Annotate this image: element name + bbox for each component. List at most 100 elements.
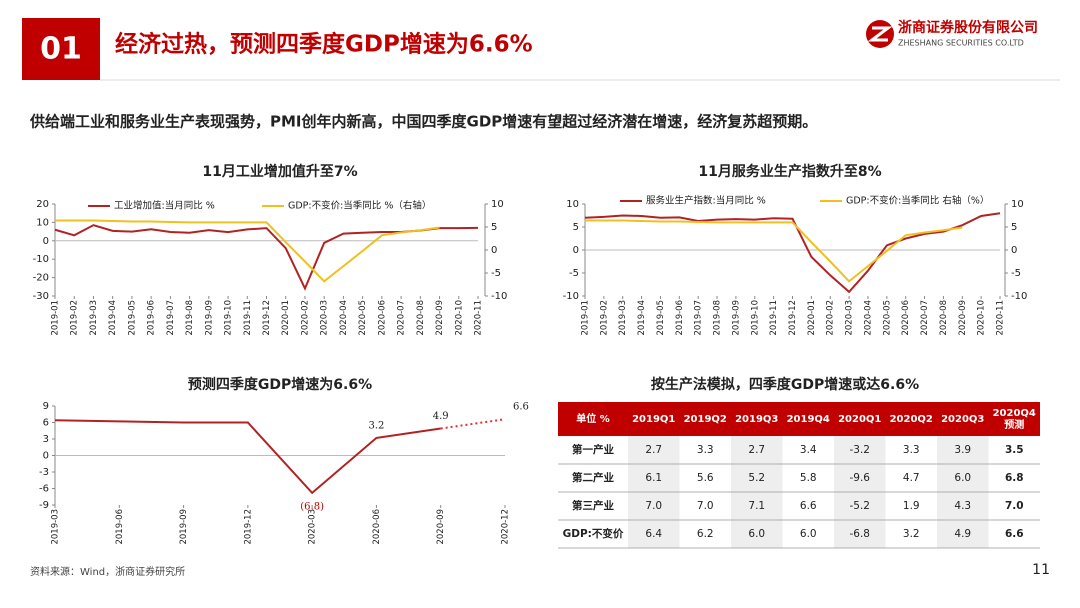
value-label: 3.2 (368, 420, 384, 431)
table-header: 2019Q3 (735, 414, 778, 425)
x-tick-label: 2020-10 (454, 300, 464, 336)
y2-tick-label: -5 (491, 268, 501, 279)
x-tick-label: 2019-12 (243, 509, 253, 545)
x-tick-label: 2019-02 (599, 300, 609, 336)
y2-tick-label: 10 (491, 199, 504, 210)
y-tick-label: -3 (39, 467, 49, 478)
x-tick-label: 2020-11 (996, 300, 1006, 336)
table-header: 2020Q2 (890, 414, 933, 425)
chart-title: 预测四季度GDP增速为6.6% (188, 376, 372, 393)
table-cell: 6.1 (645, 472, 662, 484)
x-tick-label: 2019-04 (108, 300, 118, 336)
x-tick-label: 2020-08 (939, 300, 949, 336)
x-tick-label: 2019-11 (769, 300, 779, 336)
table-header: 2020Q4 (993, 408, 1036, 419)
x-tick-label: 2019-09 (731, 300, 741, 336)
table-cell: -6.8 (850, 528, 871, 540)
series-line (54, 419, 441, 495)
x-tick-label: 2020-09 (435, 300, 445, 336)
table-cell: 第三产业 (572, 499, 614, 512)
subtitle: 供给端工业和服务业生产表现强势，PMI创年内新高，中国四季度GDP增速有望超过经… (29, 113, 817, 131)
table-cell: 6.6 (1005, 528, 1024, 540)
table-cell: 6.0 (954, 472, 971, 484)
x-tick-label: 2020-05 (882, 300, 892, 336)
value-label: (6.8) (300, 501, 324, 512)
x-tick-label: 2019-08 (713, 300, 723, 336)
table-cell: 7.0 (645, 500, 662, 512)
x-tick-label: 2020-04 (339, 300, 349, 336)
table-cell: 6.0 (800, 528, 817, 540)
x-tick-label: 2019-04 (637, 300, 647, 336)
x-tick-label: 2020-05 (358, 300, 368, 336)
table-title: 按生产法模拟，四季度GDP增速或达6.6% (651, 376, 919, 393)
y-tick-label: -10 (563, 291, 579, 302)
table-header: 2020Q1 (838, 414, 881, 425)
legend-label: GDP:不变价:当季同比 %（右轴） (288, 200, 431, 212)
x-tick-label: 2019-07 (694, 300, 704, 336)
x-tick-label: 2020-02 (826, 300, 836, 336)
y2-tick-label: -10 (491, 291, 507, 302)
y-tick-label: 5 (573, 222, 579, 233)
x-tick-label: 2020-03 (845, 300, 855, 336)
series-line (440, 418, 506, 430)
x-tick-label: 2019-05 (656, 300, 666, 336)
table-cell: 5.2 (748, 472, 765, 484)
table-header: 2019Q4 (787, 414, 830, 425)
chart-title: 11月工业增加值升至7% (202, 163, 357, 180)
table-header: 2019Q2 (684, 414, 727, 425)
y-tick-label: -10 (33, 254, 49, 265)
x-tick-label: 2019-06 (675, 300, 685, 336)
x-tick-label: 2019-01 (581, 300, 591, 336)
table-header: 2019Q1 (632, 414, 675, 425)
table-header: 2020Q3 (941, 414, 984, 425)
table-header: 单位 % (576, 412, 610, 425)
page-number: 11 (1032, 562, 1050, 578)
chart-title: 11月服务业生产指数升至8% (698, 163, 881, 180)
table-cell: 6.6 (800, 500, 817, 512)
x-tick-label: 2019-01 (51, 300, 61, 336)
y-tick-label: -6 (39, 484, 49, 495)
y-tick-label: 0 (43, 451, 49, 462)
y2-tick-label: -5 (1011, 268, 1021, 279)
series-line (585, 219, 963, 283)
y-tick-label: 10 (36, 217, 49, 228)
x-tick-label: 2019-06 (147, 300, 157, 336)
table-cell: -5.2 (850, 500, 871, 512)
table-cell: 4.9 (954, 528, 971, 540)
y2-tick-label: 10 (1011, 199, 1024, 210)
source: 资料来源：Wind，浙商证券研究所 (30, 565, 185, 578)
x-tick-label: 2020-06 (372, 509, 382, 545)
table-cell: 7.1 (748, 500, 765, 512)
series-line (55, 219, 440, 283)
table-cell: 7.0 (697, 500, 714, 512)
series-line (54, 224, 479, 291)
series-line (584, 212, 1001, 294)
x-tick-label: 2020-09 (958, 300, 968, 336)
y-tick-label: 9 (43, 401, 49, 412)
y2-tick-label: -10 (1011, 291, 1027, 302)
x-tick-label: 2020-02 (300, 300, 310, 336)
logo-mark (867, 26, 893, 42)
y-tick-label: 0 (43, 236, 49, 247)
x-tick-label: 2020-07 (920, 300, 930, 336)
table-cell: -3.2 (850, 444, 871, 456)
legend-label: 服务业生产指数:当月同比 % (646, 195, 766, 207)
table-cell: 第二产业 (572, 471, 614, 484)
table-cell: 3.9 (954, 444, 971, 456)
legend-label: 工业增加值:当月同比 % (114, 200, 215, 212)
table-cell: 6.4 (645, 528, 662, 540)
table-cell: 6.8 (1005, 472, 1024, 484)
x-tick-label: 2019-08 (185, 300, 195, 336)
table-cell: 3.3 (903, 444, 920, 456)
x-tick-label: 2020-12 (501, 509, 511, 545)
x-tick-label: 2020-10 (977, 300, 987, 336)
x-tick-label: 2019-09 (179, 509, 189, 545)
table-header: 预测 (1004, 418, 1024, 431)
y-tick-label: -9 (39, 500, 49, 511)
table-cell: 4.7 (903, 472, 920, 484)
x-tick-label: 2020-08 (416, 300, 426, 336)
y-tick-label: -20 (33, 273, 49, 284)
y2-tick-label: 0 (491, 245, 497, 256)
company-name: 浙商证券股份有限公司 (898, 19, 1038, 36)
